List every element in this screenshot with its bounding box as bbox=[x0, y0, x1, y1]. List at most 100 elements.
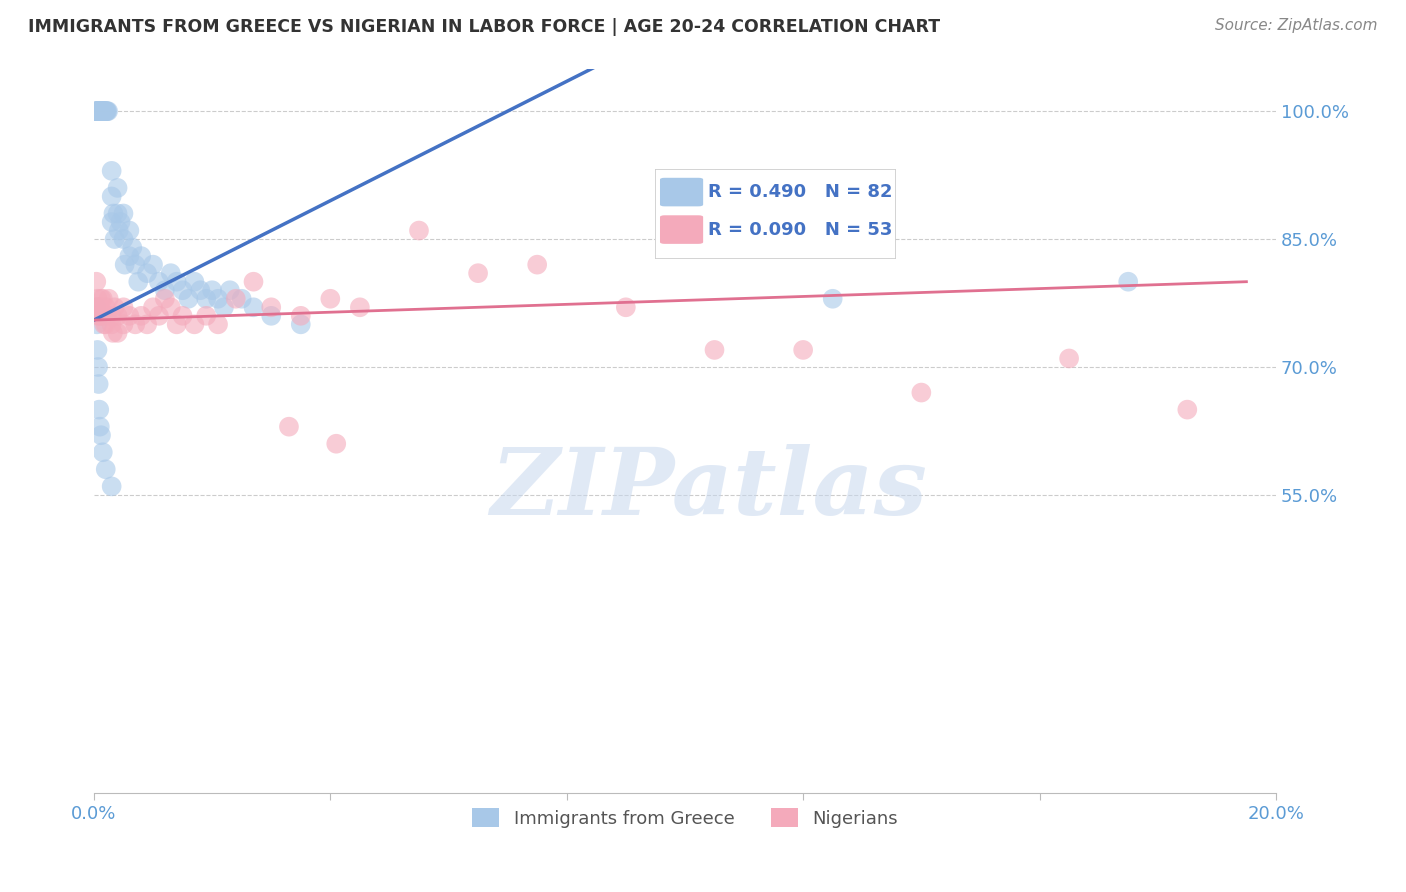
Point bbox=[110, 215, 132, 229]
Point bbox=[89, 104, 111, 119]
Point bbox=[91, 104, 114, 119]
Point bbox=[129, 309, 152, 323]
Point bbox=[94, 104, 117, 119]
Point bbox=[107, 206, 129, 220]
Point bbox=[86, 104, 108, 119]
Point bbox=[136, 318, 159, 332]
Point bbox=[319, 292, 342, 306]
Point bbox=[87, 104, 110, 119]
Point bbox=[89, 104, 111, 119]
Point bbox=[526, 258, 548, 272]
Point bbox=[467, 266, 489, 280]
Point bbox=[260, 309, 283, 323]
Point bbox=[96, 309, 118, 323]
Point bbox=[89, 104, 111, 119]
Point bbox=[100, 164, 122, 178]
Text: IMMIGRANTS FROM GREECE VS NIGERIAN IN LABOR FORCE | AGE 20-24 CORRELATION CHART: IMMIGRANTS FROM GREECE VS NIGERIAN IN LA… bbox=[28, 18, 941, 36]
Point bbox=[87, 359, 110, 374]
Point bbox=[86, 292, 108, 306]
Point bbox=[87, 300, 110, 314]
Point bbox=[231, 292, 253, 306]
Point bbox=[94, 104, 117, 119]
Point bbox=[89, 104, 111, 119]
Point bbox=[121, 241, 143, 255]
Point bbox=[148, 309, 170, 323]
Point bbox=[91, 104, 114, 119]
Point bbox=[101, 326, 124, 340]
Point bbox=[100, 189, 122, 203]
Point bbox=[207, 292, 229, 306]
Point bbox=[910, 385, 932, 400]
Point bbox=[90, 104, 112, 119]
Point bbox=[290, 318, 312, 332]
Point bbox=[87, 104, 110, 119]
Point bbox=[703, 343, 725, 357]
Point bbox=[100, 215, 122, 229]
Point bbox=[260, 300, 283, 314]
Point bbox=[96, 104, 118, 119]
Point bbox=[225, 292, 247, 306]
Point bbox=[84, 275, 107, 289]
Point bbox=[90, 292, 112, 306]
Point bbox=[84, 300, 107, 314]
Point bbox=[89, 104, 111, 119]
Point bbox=[142, 258, 165, 272]
Point bbox=[148, 275, 170, 289]
Point bbox=[93, 104, 115, 119]
Point bbox=[86, 104, 108, 119]
Text: R = 0.490   N = 82: R = 0.490 N = 82 bbox=[709, 183, 893, 201]
Point bbox=[172, 283, 194, 297]
Point bbox=[100, 318, 122, 332]
Point bbox=[242, 300, 264, 314]
Point bbox=[90, 104, 112, 119]
Point bbox=[104, 232, 127, 246]
Point bbox=[93, 318, 115, 332]
Point bbox=[183, 275, 205, 289]
Point bbox=[112, 206, 135, 220]
Point bbox=[100, 309, 122, 323]
Point bbox=[97, 292, 120, 306]
Point bbox=[87, 377, 110, 392]
Point bbox=[100, 479, 122, 493]
Point bbox=[86, 318, 108, 332]
Point bbox=[166, 275, 188, 289]
Point bbox=[86, 300, 108, 314]
Point bbox=[107, 223, 129, 237]
Point bbox=[112, 232, 135, 246]
Point bbox=[290, 309, 312, 323]
Point bbox=[107, 309, 129, 323]
Point bbox=[91, 445, 114, 459]
Point bbox=[91, 292, 114, 306]
Point bbox=[90, 428, 112, 442]
Point bbox=[96, 104, 118, 119]
Point bbox=[91, 104, 114, 119]
Point bbox=[153, 292, 176, 306]
Point bbox=[201, 283, 224, 297]
Point bbox=[90, 104, 112, 119]
Point bbox=[142, 300, 165, 314]
Point bbox=[218, 283, 240, 297]
Point bbox=[349, 300, 371, 314]
Text: R = 0.090   N = 53: R = 0.090 N = 53 bbox=[709, 220, 893, 238]
FancyBboxPatch shape bbox=[659, 178, 703, 206]
Point bbox=[1057, 351, 1080, 366]
Point bbox=[112, 300, 135, 314]
Point bbox=[87, 104, 110, 119]
Point bbox=[90, 104, 112, 119]
Point bbox=[166, 318, 188, 332]
Point bbox=[792, 343, 814, 357]
Point bbox=[87, 309, 110, 323]
Point bbox=[136, 266, 159, 280]
Point bbox=[86, 104, 108, 119]
Point bbox=[172, 309, 194, 323]
Point bbox=[1175, 402, 1198, 417]
Point bbox=[86, 104, 108, 119]
Point bbox=[107, 181, 129, 195]
Point bbox=[195, 292, 218, 306]
Point bbox=[118, 223, 141, 237]
Point bbox=[183, 318, 205, 332]
Point bbox=[242, 275, 264, 289]
Point bbox=[207, 318, 229, 332]
Point bbox=[87, 104, 110, 119]
Point bbox=[118, 249, 141, 263]
